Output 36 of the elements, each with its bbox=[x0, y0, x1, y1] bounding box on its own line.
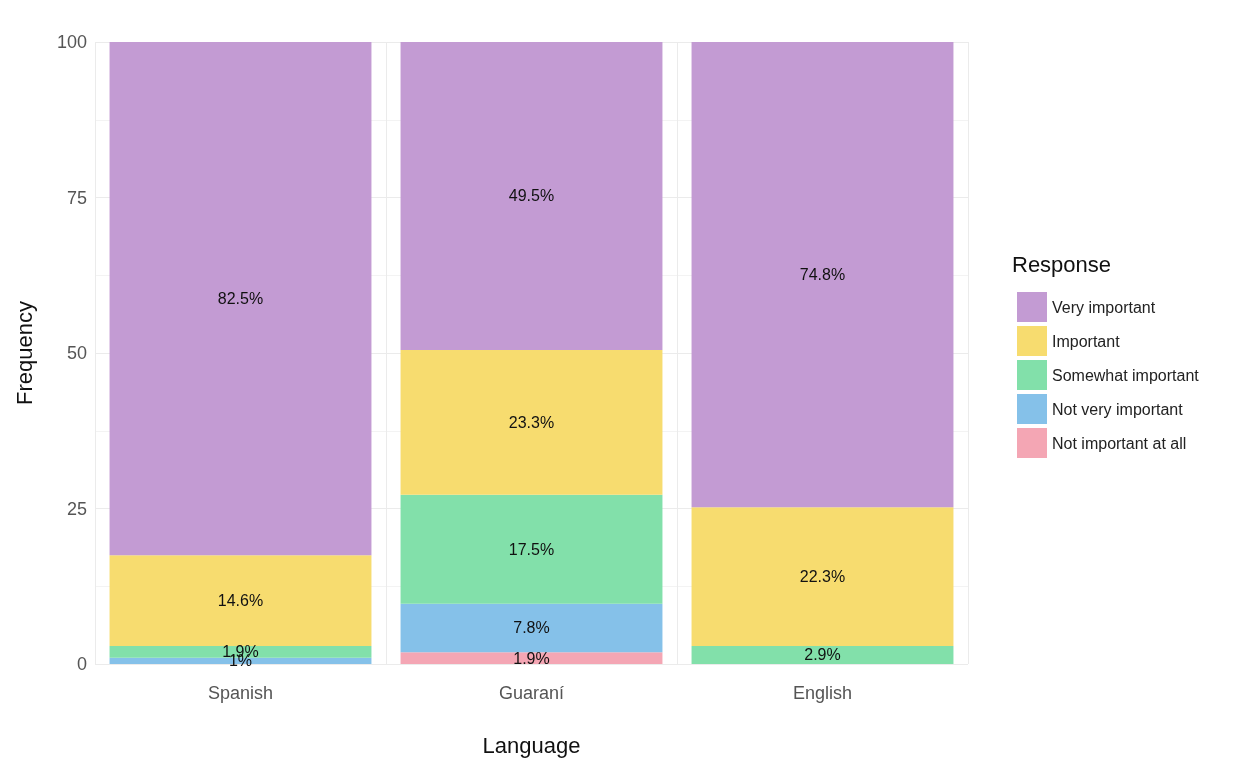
data-label: 82.5% bbox=[217, 290, 264, 308]
legend-label: Very important bbox=[1052, 298, 1156, 316]
bar bbox=[109, 42, 372, 556]
legend-label: Not important at all bbox=[1052, 434, 1187, 452]
data-label: 7.8% bbox=[513, 619, 550, 637]
y-tick-label: 100 bbox=[56, 32, 87, 52]
data-label: 1.9% bbox=[513, 649, 550, 667]
legend-title: Response bbox=[1012, 251, 1112, 277]
y-tick-label: 25 bbox=[66, 498, 87, 519]
x-tick-label: English bbox=[792, 683, 853, 703]
y-tick-label: 0 bbox=[76, 654, 87, 674]
x-axis-title: Language bbox=[482, 732, 581, 758]
bar bbox=[109, 555, 372, 646]
bar bbox=[400, 42, 663, 350]
bar bbox=[400, 349, 663, 495]
data-label: 23.3% bbox=[508, 413, 555, 431]
bar bbox=[691, 645, 954, 664]
y-tick-label: 50 bbox=[66, 343, 87, 363]
legend-label: Not very important bbox=[1052, 400, 1184, 418]
legend-label: Important bbox=[1052, 332, 1121, 350]
bar bbox=[400, 603, 663, 653]
x-tick-label: Guaraní bbox=[498, 683, 565, 703]
y-axis-title: Frequency bbox=[11, 301, 37, 405]
bar bbox=[400, 494, 663, 604]
bar bbox=[400, 652, 663, 664]
bar bbox=[691, 42, 954, 508]
bar bbox=[691, 507, 954, 646]
y-tick-label: 75 bbox=[66, 187, 87, 208]
data-label: 17.5% bbox=[508, 540, 555, 558]
data-label: 14.6% bbox=[217, 592, 264, 610]
legend-label: Somewhat important bbox=[1052, 366, 1200, 384]
data-label: 74.8% bbox=[799, 266, 846, 284]
data-label: 22.3% bbox=[799, 568, 846, 586]
data-label: 49.5% bbox=[508, 187, 555, 205]
x-tick-label: Spanish bbox=[207, 683, 274, 703]
data-label: 2.9% bbox=[804, 646, 841, 664]
